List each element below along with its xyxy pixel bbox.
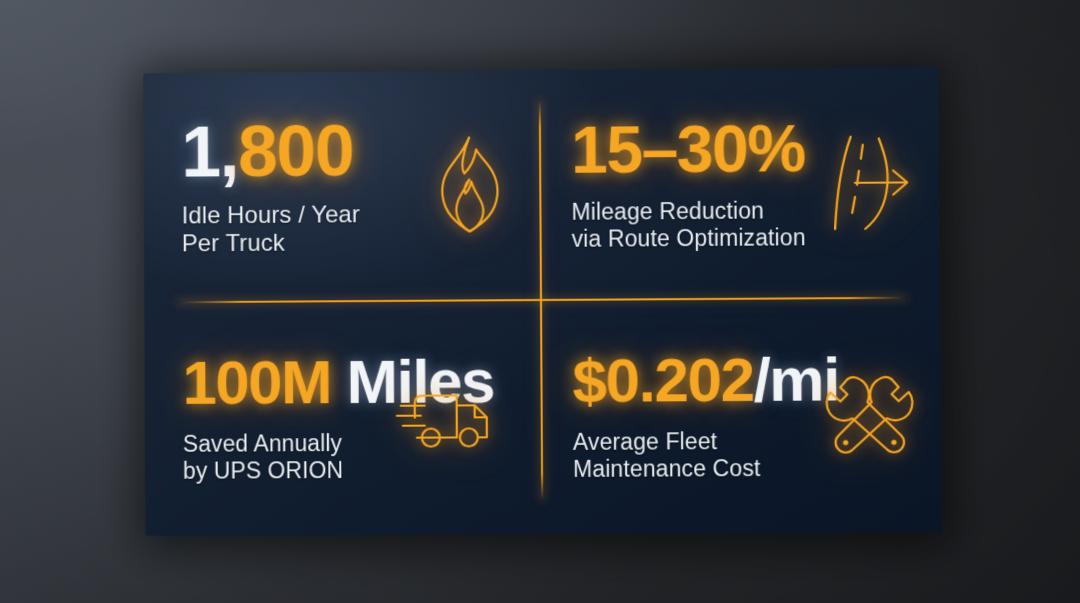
stat-value-miles-saved: 100M Miles [182, 348, 494, 419]
stat-value-mileage-reduction: 15–30% [571, 111, 821, 187]
stat-value-maintenance-cost: $0.202/mi [572, 346, 839, 417]
stat-value-part-1: 15–30% [570, 111, 805, 188]
stat-label-line-2: Maintenance Cost [572, 454, 761, 482]
stat-text-block: 100M Miles Saved Annually by UPS ORION [182, 348, 494, 484]
stat-label-idle-hours: Idle Hours / Year Per Truck [182, 201, 422, 258]
stat-text-block: 1,800 Idle Hours / Year Per Truck [181, 112, 422, 258]
stat-label-line-1: Saved Annually [182, 430, 343, 458]
crossed-wrenches-icon [820, 369, 919, 462]
stat-label-line-2: Per Truck [181, 229, 285, 258]
stat-value-part-1: 1, [181, 112, 239, 193]
stat-icon-slot [820, 369, 919, 462]
stats-card-wrapper: 1,800 Idle Hours / Year Per Truck [137, 60, 953, 550]
stat-icon-slot [421, 129, 518, 242]
stat-label-line-1: Idle Hours / Year [181, 201, 361, 230]
flame-icon [441, 136, 499, 233]
stat-icon-slot [395, 379, 519, 456]
stat-label-line-2: by UPS ORION [182, 457, 344, 484]
stat-value-part-1: $0.202 [572, 346, 754, 417]
stat-label-mileage-reduction: Mileage Reduction via Route Optimization [571, 197, 821, 252]
stat-icon-slot [820, 128, 917, 237]
stat-label-line-1: Mileage Reduction [571, 197, 765, 226]
road-arrow-icon [820, 128, 917, 237]
stats-grid: 1,800 Idle Hours / Year Per Truck [143, 67, 942, 536]
stat-card-idle-hours[interactable]: 1,800 Idle Hours / Year Per Truck [143, 70, 540, 302]
stat-card-miles-saved[interactable]: 100M Miles Saved Annually by UPS ORION [144, 300, 541, 536]
stat-value-part-1: 100M [182, 348, 332, 419]
stat-card-mileage-reduction[interactable]: 15–30% Mileage Reduction via Route Optim… [539, 67, 941, 300]
stat-value-part-2: 800 [237, 111, 354, 193]
stat-label-line-2: via Route Optimization [571, 224, 806, 252]
stats-card: 1,800 Idle Hours / Year Per Truck [143, 66, 942, 536]
stat-label-miles-saved: Saved Annually by UPS ORION [183, 430, 395, 484]
stat-text-block: 15–30% Mileage Reduction via Route Optim… [571, 111, 821, 252]
stat-card-maintenance-cost[interactable]: $0.202/mi Average Fleet Maintenance Cost [540, 298, 942, 535]
stat-value-idle-hours: 1,800 [181, 112, 421, 193]
stat-label-maintenance-cost: Average Fleet Maintenance Cost [573, 428, 821, 483]
delivery-truck-icon [396, 394, 488, 448]
stat-label-line-1: Average Fleet [572, 428, 718, 456]
stat-text-block: $0.202/mi Average Fleet Maintenance Cost [572, 346, 839, 483]
